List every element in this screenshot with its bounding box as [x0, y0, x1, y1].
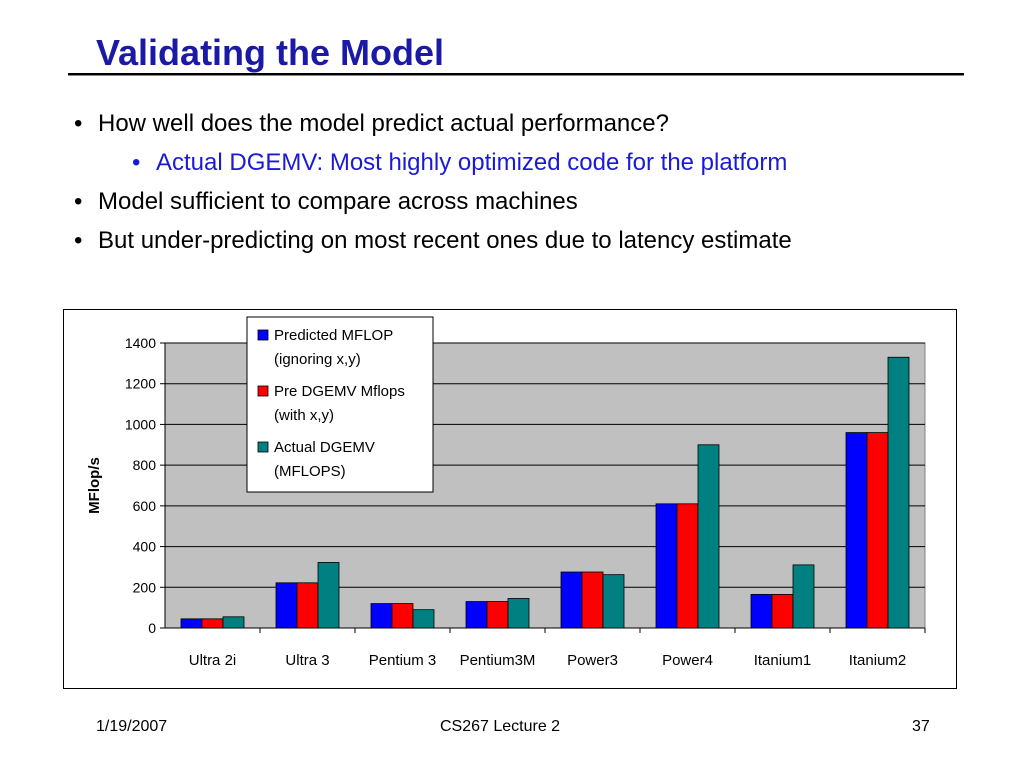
x-tick-label: Itanium2	[849, 652, 907, 669]
legend-label: Actual DGEMV (MFLOPS)	[274, 439, 375, 480]
bullet-dot: •	[74, 110, 83, 137]
y-tick-label: 400	[133, 539, 157, 555]
bar	[792, 564, 815, 629]
x-tick-label: Pentium 3	[369, 652, 437, 669]
footer-course: CS267 Lecture 2	[440, 718, 561, 735]
sub-bullet-1: • Actual DGEMV: Most highly optimized cod…	[132, 149, 788, 177]
bar	[201, 618, 224, 629]
bar	[317, 562, 340, 629]
y-tick-label: 800	[133, 457, 157, 473]
bullet-2: • Model sufficient to compare across mach…	[74, 188, 578, 216]
bar	[750, 594, 773, 629]
bar	[180, 618, 203, 629]
bullet-3: • But under-predicting on most recent one…	[74, 227, 792, 255]
legend-swatch	[257, 385, 269, 397]
footer-date: 1/19/2007	[96, 718, 168, 735]
y-tick-label: 1400	[125, 335, 156, 351]
bar	[391, 603, 414, 629]
bar	[887, 356, 910, 629]
bar	[655, 503, 678, 629]
x-tick-label: Power3	[567, 652, 618, 669]
bar	[845, 432, 868, 629]
sub-bullet-1-text: Actual DGEMV: Most highly optimized code…	[156, 149, 788, 176]
bullet-2-text: Model sufficient to compare across machi…	[98, 188, 578, 215]
x-tick-label: Ultra 2i	[189, 652, 237, 669]
legend-swatch	[257, 329, 269, 341]
bar	[412, 609, 435, 629]
y-tick-label: 600	[133, 498, 157, 514]
bullet-1: • How well does the model predict actual …	[74, 110, 669, 138]
legend-label: Pre DGEMV Mflops (with x,y)	[274, 383, 405, 424]
slide-title: Validating the Model	[96, 32, 445, 73]
bar	[507, 598, 530, 629]
legend-swatch	[257, 441, 269, 453]
x-tick-label: Power4	[662, 652, 713, 669]
bar	[296, 582, 319, 629]
bar	[676, 503, 699, 629]
bar	[275, 582, 298, 629]
bullet-dot: •	[132, 149, 141, 176]
bullet-list: • How well does the model predict actual …	[0, 0, 1024, 300]
x-tick-label: Itanium1	[754, 652, 812, 669]
x-tick-label: Ultra 3	[285, 652, 329, 669]
bar	[222, 616, 245, 629]
y-tick-label: 1000	[125, 416, 156, 432]
chart-frame: 0 200 400 600 800 1000 1200 1400 MFlop/s Ultra 2i…	[63, 309, 957, 689]
legend-label: Predicted MFLOP (ignoring x,y)	[274, 327, 393, 368]
bar	[697, 444, 720, 629]
bar	[560, 571, 583, 629]
x-tick-label: Pentium3M	[460, 652, 536, 669]
bar	[866, 432, 889, 629]
y-tick-label: 200	[133, 579, 157, 595]
bullet-3-text: But under-predicting on most recent ones…	[98, 227, 792, 254]
bar	[581, 571, 604, 629]
legend-box	[246, 316, 434, 493]
title-underline	[68, 73, 964, 76]
y-tick-label: 1200	[125, 376, 156, 392]
bar	[771, 594, 794, 629]
bar	[465, 601, 488, 629]
bullet-dot: •	[74, 188, 83, 215]
bar-chart: 0 200 400 600 800 1000 1200 1400 MFlop/s Ultra 2i…	[86, 316, 926, 669]
bar	[486, 601, 509, 629]
footer-page-number: 37	[912, 718, 930, 735]
bar	[370, 603, 393, 629]
y-axis-label: MFlop/s	[86, 457, 103, 514]
bullet-1-text: How well does the model predict actual p…	[98, 110, 669, 137]
bullet-dot: •	[74, 227, 83, 254]
y-tick-label: 0	[148, 620, 156, 636]
bar	[602, 574, 625, 629]
